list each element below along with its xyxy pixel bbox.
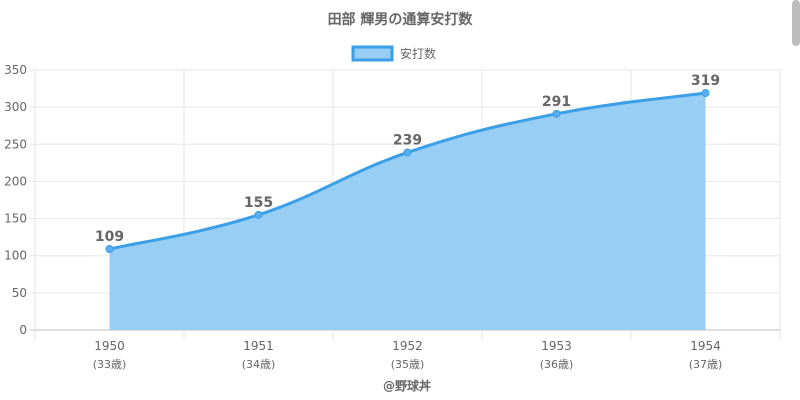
x-tick-label: 1954: [690, 339, 721, 353]
y-tick-label: 200: [4, 174, 27, 188]
series-area: [109, 93, 706, 331]
x-tick-sublabel: (37歳): [689, 358, 723, 371]
y-tick-label: 300: [4, 100, 27, 114]
x-tick-label: 1951: [243, 339, 274, 353]
y-tick-label: 250: [4, 137, 27, 151]
x-tick-label: 1952: [392, 339, 423, 353]
x-tick-label: 1953: [541, 339, 572, 353]
data-point[interactable]: [105, 245, 114, 254]
vertical-scrollbar[interactable]: [792, 0, 800, 46]
data-point[interactable]: [552, 109, 561, 118]
x-tick-sublabel: (36歳): [540, 358, 574, 371]
data-point[interactable]: [701, 89, 710, 98]
legend-swatch: [351, 45, 394, 62]
data-label: 109: [95, 229, 124, 245]
y-tick-label: 0: [19, 323, 27, 337]
x-tick-sublabel: (35歳): [391, 358, 425, 371]
legend-label: 安打数: [400, 46, 436, 61]
data-label: 291: [542, 94, 571, 110]
data-label: 239: [393, 132, 422, 148]
x-tick-sublabel: (33歳): [93, 358, 127, 371]
legend[interactable]: 安打数: [351, 45, 436, 62]
plot-area: 109 155 239 291 319: [95, 73, 720, 331]
x-axis: 1950 (33歳) 1951 (34歳) 1952 (35歳) 1953 (36歳) 1954…: [93, 339, 723, 371]
chart-title: 田部 輝男の通算安打数: [328, 11, 474, 28]
data-label: 155: [244, 195, 273, 211]
data-point[interactable]: [254, 210, 263, 219]
y-tick-label: 150: [4, 212, 27, 226]
footer-credit: @野球丼: [383, 378, 431, 393]
x-tick-sublabel: (34歳): [242, 358, 276, 371]
x-tick-label: 1950: [94, 339, 125, 353]
y-tick-label: 50: [12, 286, 27, 300]
y-tick-label: 100: [4, 249, 27, 263]
data-label: 319: [691, 73, 720, 89]
y-axis: 0 50 100 150 200 250 300 350: [4, 63, 27, 337]
data-point[interactable]: [403, 148, 412, 157]
y-tick-label: 350: [4, 63, 27, 77]
